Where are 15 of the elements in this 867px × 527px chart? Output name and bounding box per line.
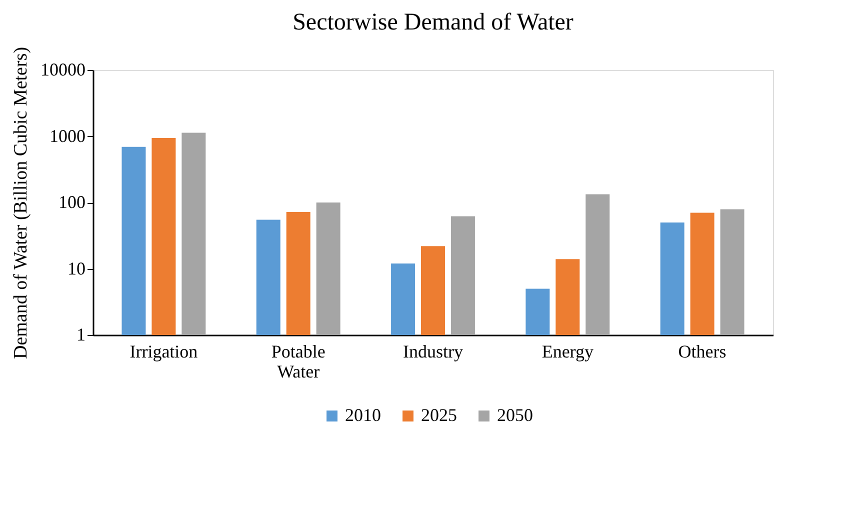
x-tick-label: Industry [403, 342, 463, 362]
y-tick-label: 100 [58, 192, 86, 212]
y-tick-label: 10000 [40, 60, 86, 80]
x-tick-label: Energy [542, 342, 594, 362]
y-tick-label: 10 [68, 258, 86, 278]
legend-label: 2050 [497, 405, 533, 425]
chart-title: Sectorwise Demand of Water [292, 9, 574, 36]
x-tick-label: Others [678, 342, 726, 362]
y-tick-label: 1000 [50, 126, 86, 146]
y-axis-title: Demand of Water (Billion Cubic Meters) [10, 46, 32, 360]
x-tick-label: Irrigation [130, 342, 198, 362]
x-tick-label: Potable Water [271, 342, 326, 382]
legend-label: 2010 [345, 405, 381, 425]
legend-label: 2025 [421, 405, 457, 425]
y-tick-label: 1 [76, 324, 86, 344]
